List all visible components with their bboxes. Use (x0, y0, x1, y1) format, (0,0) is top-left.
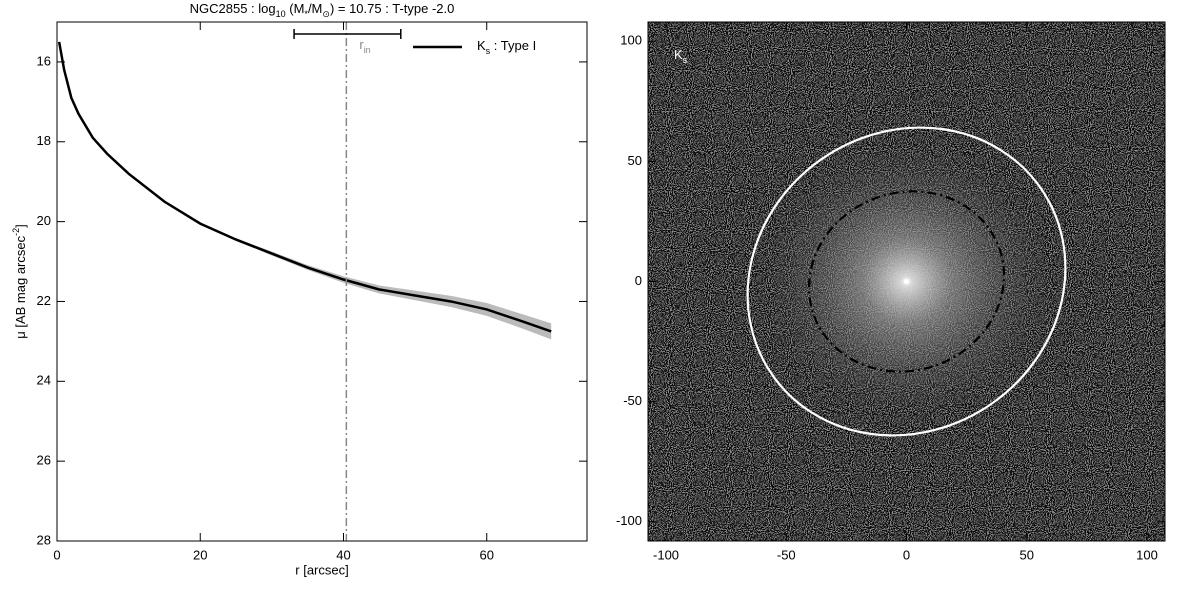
x-tick-label: 0 (903, 547, 910, 562)
y-axis-label: μ [AB mag arcsec-2] (11, 224, 28, 339)
band-label-part: s (683, 55, 688, 65)
aperture-ellipse (807, 190, 1006, 373)
r-in-label-part: r (359, 37, 364, 52)
r-in-label: rin (359, 37, 370, 55)
y-axis-label-part: μ [AB mag arcsec (13, 235, 28, 338)
r-in-label-part: in (364, 45, 371, 55)
x-tick-label: -50 (777, 547, 796, 562)
y-axis-label-part: ] (13, 224, 28, 228)
legend-label-part: s (486, 46, 491, 56)
x-tick-label: 60 (479, 547, 493, 562)
y-tick-label: 0 (635, 273, 642, 288)
y-tick-label: 20 (37, 213, 51, 228)
y-tick-label: 16 (37, 53, 51, 68)
x-tick-label: 40 (336, 547, 350, 562)
band-label-part: K (674, 47, 683, 62)
chart-title-part: ⊙ (322, 9, 330, 19)
x-tick-label: 100 (1136, 547, 1158, 562)
y-tick-label: 50 (628, 153, 642, 168)
chart-title-part: (M (286, 1, 305, 16)
x-axis-label: r [arcsec] (295, 562, 348, 577)
y-tick-label: 18 (37, 133, 51, 148)
y-tick-label: 26 (37, 453, 51, 468)
chart-title-part: /M (308, 1, 322, 16)
x-tick-label: -100 (653, 547, 679, 562)
chart-title-part: 10 (276, 9, 286, 19)
chart-title: NGC2855 : log10 (M*/M⊙) = 10.75 : T-type… (190, 1, 455, 19)
y-tick-label: 22 (37, 293, 51, 308)
plot-frame (56, 21, 588, 542)
galaxy-core (904, 279, 909, 284)
legend-label: Ks : Type I (477, 38, 536, 56)
y-tick-label: 100 (620, 33, 642, 48)
error-band (59, 41, 552, 340)
chart-title-part: NGC2855 : log (190, 1, 276, 16)
band-label: Ks (674, 47, 688, 65)
y-tick-label: 24 (37, 373, 51, 388)
y-tick-label: 28 (37, 532, 51, 547)
y-axis-label-part: -2 (11, 228, 21, 236)
y-tick-label: -50 (623, 393, 642, 408)
legend-label-part: : Type I (490, 38, 536, 53)
y-tick-label: -100 (616, 513, 642, 528)
galaxy-image (648, 22, 1165, 541)
x-tick-label: 50 (1019, 547, 1033, 562)
chart-title-part: * (304, 9, 308, 19)
profile-line (57, 41, 552, 333)
aperture-ellipse (746, 126, 1067, 437)
legend-label-part: K (477, 38, 486, 53)
chart-title-part: ) = 10.75 : T-type -2.0 (330, 1, 454, 16)
x-tick-label: 0 (53, 547, 60, 562)
x-tick-label: 20 (193, 547, 207, 562)
